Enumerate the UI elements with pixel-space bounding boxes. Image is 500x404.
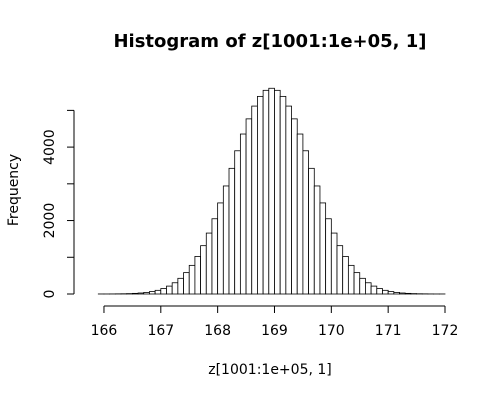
bar [314, 186, 320, 294]
bar [246, 119, 252, 294]
bar [303, 151, 309, 294]
bar [405, 293, 411, 294]
bar [382, 290, 388, 294]
bar [365, 283, 371, 294]
bar [286, 106, 292, 294]
bar [172, 283, 178, 294]
bar [331, 233, 337, 294]
y-axis-label: Frequency [6, 154, 22, 226]
bar [144, 292, 150, 294]
bar [223, 186, 229, 294]
x-tick-label: 171 [375, 323, 402, 339]
bar [189, 265, 195, 294]
bar [263, 90, 269, 294]
bar [360, 278, 366, 294]
x-tick-label: 170 [318, 323, 345, 339]
bar [292, 119, 298, 294]
bar [240, 134, 246, 294]
bar [155, 290, 161, 294]
bar [229, 168, 235, 294]
x-tick-label: 166 [91, 323, 118, 339]
bar [337, 246, 343, 294]
bar [149, 292, 155, 294]
bar [218, 203, 224, 294]
x-tick-label: 168 [204, 323, 231, 339]
bar [138, 293, 144, 294]
bar [269, 88, 275, 294]
y-tick-label: 2000 [42, 203, 58, 239]
bar [212, 219, 218, 294]
bar [309, 168, 315, 294]
bar [274, 90, 280, 294]
bar [280, 96, 286, 294]
x-tick-label: 172 [432, 323, 459, 339]
bar [377, 289, 383, 294]
bar [326, 219, 332, 294]
bar [201, 246, 207, 294]
bar [184, 273, 190, 294]
bar [394, 292, 400, 294]
bar [400, 293, 406, 294]
bar [388, 292, 394, 294]
bar [297, 134, 303, 294]
bar [195, 256, 201, 294]
bar [343, 256, 349, 294]
bar [178, 278, 184, 294]
bar [252, 106, 258, 294]
x-axis-label: z[1001:1e+05, 1] [208, 362, 332, 378]
bar [348, 265, 354, 294]
bar [235, 151, 241, 294]
bar [206, 233, 212, 294]
bar [166, 286, 172, 294]
x-tick-label: 169 [261, 323, 288, 339]
bar [132, 293, 138, 294]
y-tick-label: 4000 [42, 129, 58, 165]
bar [161, 289, 167, 294]
bar [371, 286, 377, 294]
chart-title: Histogram of z[1001:1e+05, 1] [113, 31, 426, 52]
y-tick-label: 0 [42, 290, 58, 299]
bar [354, 273, 360, 294]
bar [320, 203, 326, 294]
bar [257, 96, 263, 294]
x-tick-label: 167 [147, 323, 174, 339]
